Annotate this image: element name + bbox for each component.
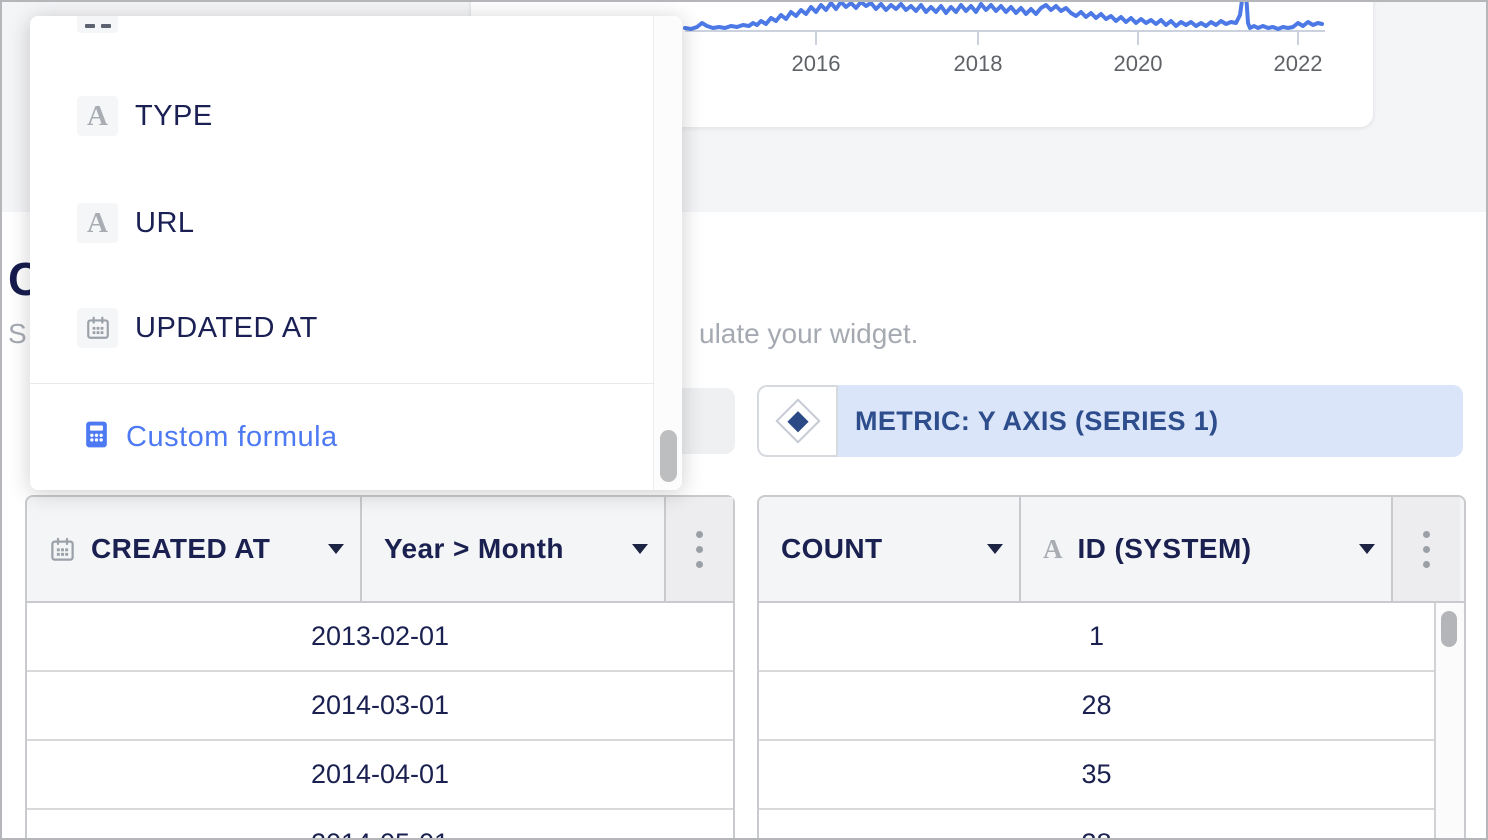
- metric-diamond-icon: [774, 398, 821, 444]
- dropdown-item-label: URL: [135, 206, 195, 239]
- created-at-column-header[interactable]: CREATED AT: [27, 497, 362, 601]
- kebab-menu-icon: [696, 530, 703, 568]
- metric-table-header: COUNT A ID (SYSTEM): [759, 497, 1464, 603]
- x-tick-label: 2022: [1274, 51, 1323, 76]
- chevron-down-icon: [328, 544, 344, 554]
- metric-preview-table: COUNT A ID (SYSTEM) 1 28 35 38: [757, 495, 1466, 840]
- x-tick-label: 2016: [792, 51, 841, 76]
- table-row: 1: [759, 603, 1434, 672]
- custom-formula-button[interactable]: Custom formula: [81, 420, 338, 454]
- trend-line: [683, 1, 1324, 31]
- table-row: 35: [759, 741, 1434, 810]
- dimension-table-header: CREATED AT Year > Month: [27, 497, 733, 603]
- table-row: 2014-03-01: [27, 672, 733, 741]
- table-scrollbar[interactable]: [1434, 603, 1464, 840]
- chevron-down-icon: [987, 544, 1003, 554]
- dropdown-item-url[interactable]: A URL: [77, 203, 195, 243]
- metric-pill[interactable]: METRIC: Y AXIS (SERIES 1): [757, 385, 1463, 457]
- field-select-dropdown: A TYPE A URL UPDATED AT: [30, 16, 682, 490]
- id-system-column-header[interactable]: A ID (SYSTEM): [1021, 497, 1393, 601]
- metric-pill-label[interactable]: METRIC: Y AXIS (SERIES 1): [838, 385, 1463, 457]
- table-row: 2014-05-01: [27, 810, 733, 840]
- chevron-down-icon: [1359, 544, 1375, 554]
- date-bucket-label: Year > Month: [384, 533, 564, 564]
- dimension-preview-table: CREATED AT Year > Month 2013-02-01 2014-…: [25, 495, 735, 840]
- table-scrollbar-thumb[interactable]: [1441, 611, 1457, 647]
- id-system-column-label: ID (SYSTEM): [1077, 533, 1252, 564]
- dropdown-divider: [30, 383, 682, 384]
- table-row: 2014-04-01: [27, 741, 733, 810]
- table-row: 28: [759, 672, 1434, 741]
- trend-chart: 2016 2018 2020 2022: [683, 1, 1325, 76]
- count-column-header[interactable]: COUNT: [759, 497, 1021, 601]
- custom-formula-label: Custom formula: [126, 420, 338, 453]
- dropdown-item-updated-at[interactable]: UPDATED AT: [77, 308, 318, 348]
- x-tick-label: 2020: [1114, 51, 1163, 76]
- text-field-icon: A: [77, 96, 118, 136]
- chevron-down-icon: [632, 544, 648, 554]
- table-row: 38: [759, 810, 1434, 840]
- calendar-icon: [77, 308, 118, 348]
- text-field-icon: A: [77, 203, 118, 243]
- dropdown-scrollbar-thumb[interactable]: [660, 430, 677, 482]
- metric-table-rows: 1 28 35 38: [759, 603, 1434, 840]
- dropdown-item-label: TYPE: [135, 99, 213, 132]
- created-at-column-label: CREATED AT: [91, 533, 271, 564]
- dimension-table-menu-button[interactable]: [666, 497, 733, 601]
- calculator-icon: [81, 419, 112, 455]
- count-column-label: COUNT: [781, 533, 883, 564]
- page-subtitle-fragment-left: S: [8, 318, 27, 349]
- date-bucket-column-header[interactable]: Year > Month: [362, 497, 666, 601]
- dropdown-item-label: UPDATED AT: [135, 311, 318, 344]
- dropdown-item-type[interactable]: A TYPE: [77, 96, 213, 136]
- page-subtitle-fragment-right: ulate your widget.: [699, 318, 919, 349]
- table-row: 2013-02-01: [27, 603, 733, 672]
- x-tick-label: 2018: [954, 51, 1003, 76]
- metric-table-menu-button[interactable]: [1393, 497, 1460, 601]
- truncated-field-icon: [77, 16, 118, 33]
- calendar-icon: [49, 536, 76, 563]
- metric-icon-segment[interactable]: [757, 385, 838, 457]
- kebab-menu-icon: [1423, 530, 1430, 568]
- text-field-icon: A: [1043, 533, 1063, 564]
- dimension-table-rows: 2013-02-01 2014-03-01 2014-04-01 2014-05…: [27, 603, 733, 840]
- dropdown-scrollbar[interactable]: [653, 16, 682, 490]
